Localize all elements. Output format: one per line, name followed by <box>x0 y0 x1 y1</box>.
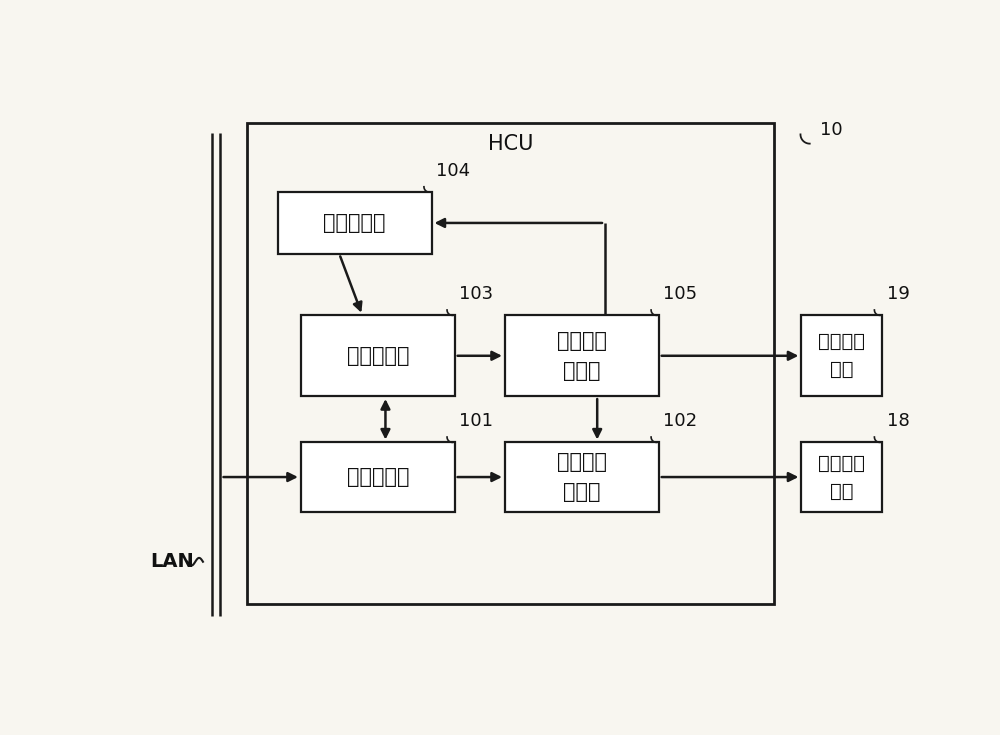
Bar <box>247 123 774 604</box>
Text: 车外报告
装置: 车外报告 装置 <box>818 332 865 379</box>
Text: 车内提示
控制部: 车内提示 控制部 <box>557 452 607 502</box>
Bar <box>505 315 659 396</box>
Text: 10: 10 <box>820 121 843 138</box>
Text: 点亮检测部: 点亮检测部 <box>323 213 386 233</box>
Bar <box>801 315 882 396</box>
Text: 18: 18 <box>887 412 909 430</box>
Text: 车外报告
控制部: 车外报告 控制部 <box>557 331 607 381</box>
Text: 104: 104 <box>436 162 470 180</box>
Bar <box>505 442 659 512</box>
Bar <box>301 315 455 396</box>
Text: 102: 102 <box>663 412 698 430</box>
Bar <box>801 442 882 512</box>
Text: 101: 101 <box>459 412 493 430</box>
Bar <box>301 442 455 512</box>
Text: 车内提示
装置: 车内提示 装置 <box>818 453 865 501</box>
Text: LAN: LAN <box>151 552 194 571</box>
Text: 105: 105 <box>663 285 698 303</box>
Text: 19: 19 <box>887 285 910 303</box>
Bar <box>278 192 432 254</box>
Text: 状态确定部: 状态确定部 <box>347 345 409 366</box>
Text: HCU: HCU <box>488 135 533 154</box>
Text: 信息获取部: 信息获取部 <box>347 467 409 487</box>
Text: 103: 103 <box>459 285 493 303</box>
